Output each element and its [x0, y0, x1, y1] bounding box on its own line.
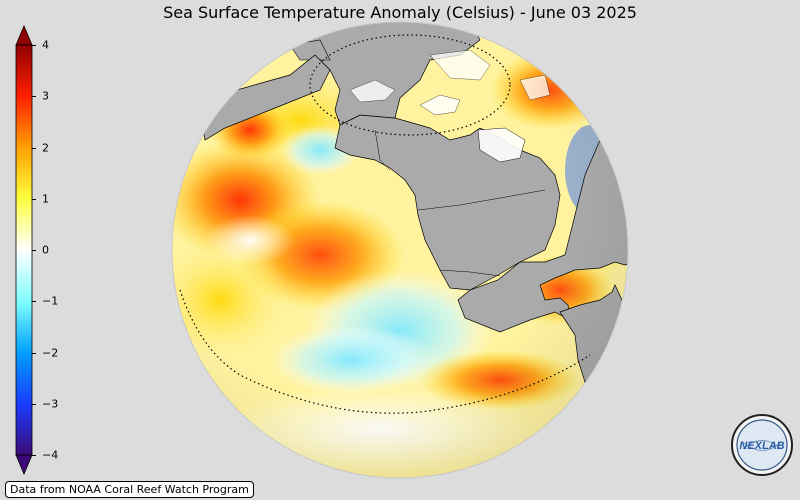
colorbar-tick-mark [32, 250, 36, 251]
colorbar-tick-label: −4 [42, 448, 59, 462]
colorbar-tick-mark [32, 403, 36, 405]
globe-outline [171, 21, 629, 479]
colorbar-tick-mark [32, 198, 36, 200]
nexlab-logo: NEXLAB [731, 414, 793, 476]
colorbar-tick-mark [32, 96, 36, 98]
colorbar-tick-mark [32, 455, 36, 456]
colorbar-tick-label: −2 [42, 346, 59, 359]
colorbar-graphic [15, 24, 33, 476]
colorbar-tick-mark [32, 352, 36, 354]
colorbar-min-extend [15, 454, 33, 476]
colorbar-tick-mark [32, 301, 36, 303]
colorbar-tick-label: 4 [42, 38, 49, 52]
colorbar-tick-mark [32, 45, 36, 46]
colorbar-tick-label: −1 [42, 294, 59, 308]
map-title: Sea Surface Temperature Anomaly (Celsius… [163, 3, 637, 22]
ocean-anomaly-field [172, 22, 628, 478]
colorbar-tick-label: −3 [42, 397, 59, 411]
logo-text: NEXLAB [739, 440, 784, 452]
colorbar-tick-label: 1 [42, 192, 49, 206]
colorbar-tick-label: 0 [42, 243, 49, 257]
colorbar-tick-label: 3 [42, 89, 49, 103]
colorbar-tick-mark [32, 147, 36, 149]
colorbar-tick-label: 2 [42, 141, 49, 154]
data-source-note: Data from NOAA Coral Reef Watch Program [5, 481, 254, 498]
